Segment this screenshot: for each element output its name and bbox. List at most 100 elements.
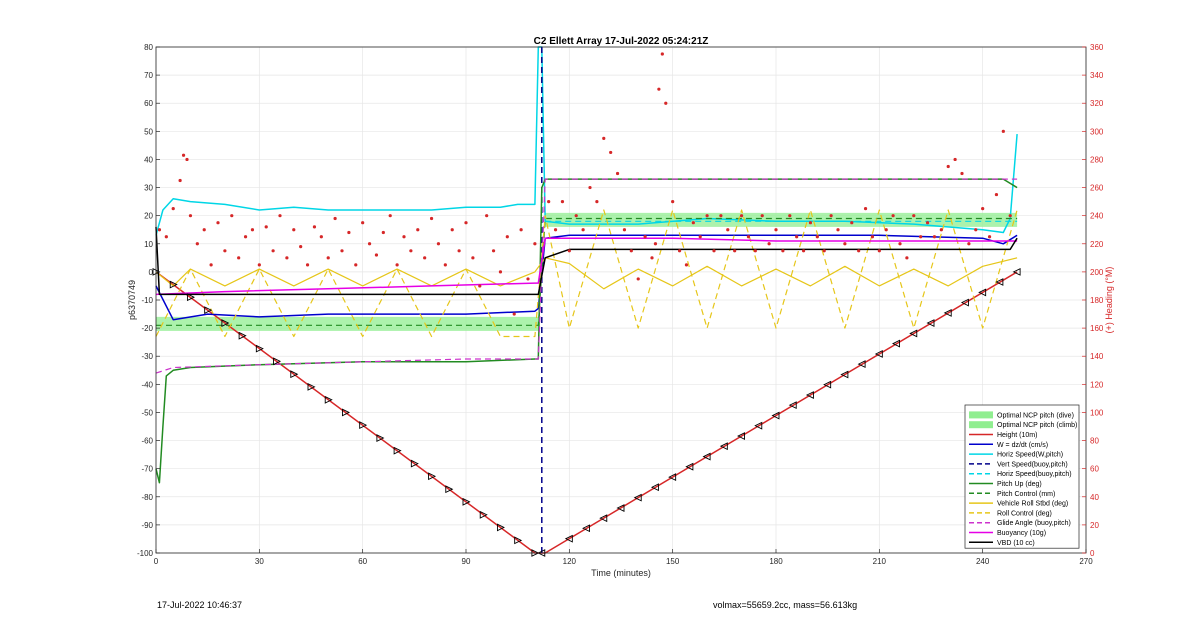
legend-label: Horiz Speed(W,pitch) bbox=[997, 452, 1063, 459]
y-tick-label: -70 bbox=[141, 465, 153, 474]
heading-point bbox=[739, 214, 744, 218]
heading-point bbox=[705, 214, 709, 218]
right-tick-label: 20 bbox=[1090, 521, 1099, 530]
heading-point bbox=[781, 249, 785, 253]
y-tick-label: -30 bbox=[141, 352, 153, 361]
grid-layer bbox=[155, 46, 1087, 554]
heading-point bbox=[815, 235, 819, 239]
heading-point bbox=[171, 207, 175, 211]
height-marker bbox=[324, 395, 333, 404]
heading-point bbox=[987, 235, 992, 239]
heading-point bbox=[243, 235, 248, 239]
heading-point bbox=[285, 256, 289, 260]
heading-point bbox=[698, 235, 702, 239]
heading-point bbox=[760, 214, 764, 218]
heading-point bbox=[526, 277, 530, 281]
x-tick-label: 210 bbox=[873, 557, 887, 566]
heading-point bbox=[939, 228, 943, 232]
height-marker bbox=[1012, 267, 1021, 276]
heading-point bbox=[609, 150, 613, 155]
height-marker bbox=[221, 319, 230, 327]
x-tick-label: 60 bbox=[358, 557, 367, 566]
heading-point bbox=[326, 256, 330, 260]
height-marker bbox=[410, 459, 419, 468]
heading-point bbox=[271, 249, 275, 253]
heading-point bbox=[195, 242, 199, 246]
series-line bbox=[155, 46, 1018, 236]
height-marker bbox=[685, 462, 694, 471]
height-marker bbox=[805, 391, 814, 399]
heading-point bbox=[202, 228, 206, 232]
legend-label: VBD (10 cc) bbox=[997, 540, 1035, 547]
right-tick-label: 180 bbox=[1090, 296, 1104, 305]
height-marker bbox=[376, 434, 385, 442]
height-marker bbox=[702, 452, 711, 461]
height-marker bbox=[978, 288, 987, 297]
y-axis-label: p6370749 bbox=[127, 280, 137, 320]
chart-title: C2 Ellett Array 17-Jul-2022 05:24:21Z bbox=[534, 36, 709, 47]
footer-timestamp: 17-Jul-2022 10:46:37 bbox=[157, 600, 243, 610]
heading-point bbox=[774, 228, 778, 232]
heading-point bbox=[801, 249, 806, 253]
series-line bbox=[155, 226, 1018, 296]
right-tick-label: 320 bbox=[1090, 99, 1104, 108]
y-tick-label: 10 bbox=[144, 240, 153, 249]
heading-point bbox=[443, 263, 447, 267]
heading-point bbox=[753, 249, 757, 253]
heading-point bbox=[264, 225, 268, 229]
height-marker bbox=[582, 524, 591, 533]
heading-point bbox=[388, 214, 392, 218]
heading-point bbox=[960, 171, 964, 176]
heading-point bbox=[164, 235, 168, 239]
height-marker bbox=[186, 293, 195, 302]
heading-point bbox=[457, 249, 461, 253]
heading-point bbox=[340, 249, 344, 253]
heading-point bbox=[450, 228, 454, 232]
heading-point bbox=[567, 249, 571, 253]
height-marker bbox=[633, 493, 642, 502]
heading-point bbox=[305, 263, 310, 267]
y-tick-label: -80 bbox=[141, 493, 153, 502]
heading-point bbox=[657, 87, 661, 91]
heading-point bbox=[553, 228, 558, 232]
heading-point bbox=[574, 214, 578, 218]
legend-label: Glide Angle (buoy,pitch) bbox=[997, 520, 1071, 527]
legend-swatch bbox=[969, 421, 993, 429]
height-marker bbox=[359, 421, 368, 430]
heading-point bbox=[829, 214, 833, 218]
height-marker bbox=[943, 309, 952, 317]
heading-point bbox=[588, 185, 592, 190]
heading-point bbox=[491, 249, 496, 253]
y-tick-label: 0 bbox=[149, 268, 154, 277]
height-marker bbox=[204, 306, 213, 315]
heading-point bbox=[905, 256, 909, 260]
heading-point bbox=[498, 270, 503, 274]
legend-label: Pitch Up (deg) bbox=[997, 481, 1042, 488]
y-tick-label: -40 bbox=[141, 380, 153, 389]
height-marker bbox=[995, 278, 1004, 286]
height-marker bbox=[823, 380, 832, 389]
heading-point bbox=[615, 171, 620, 176]
height-marker bbox=[462, 497, 471, 506]
right-tick-label: 280 bbox=[1090, 155, 1104, 164]
heading-point bbox=[464, 221, 468, 225]
heading-point bbox=[636, 277, 640, 281]
heading-point bbox=[333, 216, 337, 221]
heading-point bbox=[237, 256, 241, 260]
x-tick-label: 180 bbox=[769, 557, 783, 566]
heading-points-layer bbox=[157, 52, 1012, 316]
height-marker bbox=[909, 329, 918, 338]
axis-layer: 0 30 60 90 120 150 180 210 240 270-100-90-80-70-6… bbox=[137, 43, 1104, 566]
height-marker bbox=[238, 331, 247, 340]
heading-point bbox=[581, 228, 585, 232]
height-marker bbox=[445, 485, 454, 494]
right-tick-label: 120 bbox=[1090, 380, 1104, 389]
y-tick-label: -20 bbox=[141, 324, 153, 333]
heading-point bbox=[677, 249, 682, 253]
heading-point bbox=[1008, 214, 1012, 218]
height-marker bbox=[616, 504, 625, 512]
heading-point bbox=[664, 101, 668, 105]
right-tick-label: 200 bbox=[1090, 268, 1104, 277]
heading-point bbox=[505, 235, 509, 239]
heading-point bbox=[361, 221, 365, 225]
